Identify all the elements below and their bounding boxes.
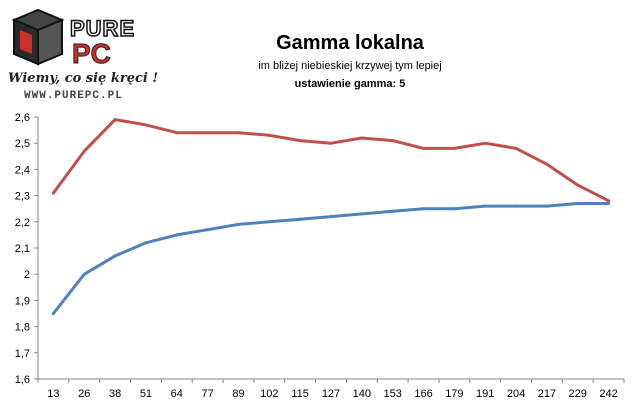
data-point-1 — [113, 254, 117, 258]
x-tick-label: 13 — [47, 388, 59, 400]
y-tick-label: 2 — [24, 269, 30, 281]
data-point-0 — [298, 139, 302, 143]
logo-brand-bottom: PC — [72, 38, 111, 69]
data-point-0 — [51, 191, 55, 195]
x-tick-label: 64 — [171, 388, 183, 400]
data-point-1 — [82, 272, 86, 276]
data-point-1 — [391, 209, 395, 213]
logo-url: WWW.PUREPC.PL — [24, 90, 123, 102]
data-point-1 — [607, 201, 611, 205]
x-tick-label: 115 — [291, 388, 309, 400]
data-point-1 — [206, 228, 210, 232]
x-tick-label: 179 — [445, 388, 463, 400]
x-tick-label: 204 — [507, 388, 525, 400]
data-point-0 — [452, 146, 456, 150]
data-point-1 — [360, 212, 364, 216]
y-tick-label: 2,4 — [15, 164, 30, 176]
data-point-1 — [514, 204, 518, 208]
data-point-0 — [113, 118, 117, 122]
data-point-0 — [236, 131, 240, 135]
series-line-0 — [51, 118, 611, 203]
y-tick-label: 2,1 — [15, 243, 30, 255]
purepc-logo: PURE PC Wiemy, co się kręci ! WWW.PUREPC… — [8, 8, 158, 102]
series-line-1 — [51, 202, 611, 315]
data-point-1 — [452, 207, 456, 211]
y-tick-label: 1,9 — [15, 295, 30, 307]
y-tick-label: 1,6 — [15, 374, 30, 386]
x-tick-label: 242 — [599, 388, 617, 400]
data-point-0 — [545, 162, 549, 166]
logo-slogan: Wiemy, co się kręci ! — [8, 71, 158, 86]
x-tick-label: 26 — [78, 388, 90, 400]
x-tick-label: 217 — [538, 388, 556, 400]
x-tick-label: 229 — [569, 388, 587, 400]
x-tick-label: 51 — [140, 388, 152, 400]
data-point-1 — [51, 312, 55, 315]
data-point-0 — [206, 131, 210, 135]
x-tick-label: 153 — [384, 388, 402, 400]
data-point-0 — [329, 141, 333, 145]
data-point-0 — [144, 123, 148, 127]
x-tick-label: 77 — [202, 388, 214, 400]
data-point-1 — [144, 241, 148, 245]
data-point-0 — [360, 136, 364, 140]
data-point-0 — [576, 183, 580, 187]
y-tick-label: 2,2 — [15, 217, 30, 229]
chart-subtitle: im bliżej niebieskiej krzywej tym lepiej — [258, 60, 442, 72]
data-point-1 — [298, 217, 302, 221]
y-tick-label: 2,3 — [15, 191, 30, 203]
data-point-0 — [514, 146, 518, 150]
y-tick-label: 1,8 — [15, 322, 30, 334]
y-tick-label: 2,6 — [15, 112, 30, 124]
data-point-0 — [82, 149, 86, 153]
data-point-1 — [329, 215, 333, 219]
data-point-1 — [175, 233, 179, 237]
data-point-0 — [607, 199, 611, 203]
data-point-0 — [175, 131, 179, 135]
x-tick-label: 127 — [322, 388, 340, 400]
data-point-1 — [267, 220, 271, 224]
data-point-1 — [236, 222, 240, 226]
x-tick-label: 191 — [476, 388, 494, 400]
chart-subtitle-setting: ustawienie gamma: 5 — [294, 78, 406, 90]
x-tick-label: 140 — [353, 388, 371, 400]
data-point-0 — [422, 146, 426, 150]
data-point-1 — [576, 201, 580, 205]
x-tick-label: 89 — [232, 388, 244, 400]
y-tick-label: 1,7 — [15, 348, 30, 360]
data-point-0 — [391, 139, 395, 143]
data-point-1 — [545, 204, 549, 208]
data-point-1 — [483, 204, 487, 208]
x-tick-label: 102 — [260, 388, 278, 400]
x-tick-label: 166 — [414, 388, 432, 400]
y-tick-label: 2,5 — [15, 138, 30, 150]
data-point-1 — [422, 207, 426, 211]
chart-title: Gamma lokalna — [276, 32, 424, 54]
logo-brand-top: PURE — [70, 16, 135, 41]
data-point-0 — [483, 141, 487, 145]
x-tick-label: 38 — [109, 388, 121, 400]
data-point-0 — [267, 133, 271, 137]
cube-icon — [11, 8, 65, 66]
